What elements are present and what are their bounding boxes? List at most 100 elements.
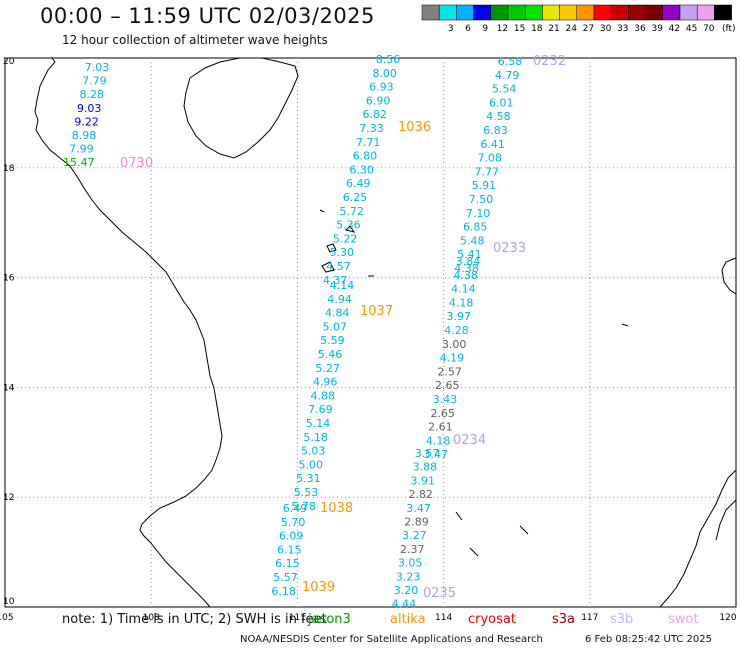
swh-value: 6.01 xyxy=(489,96,514,109)
swh-value: 5.31 xyxy=(296,472,321,485)
legend-swatch xyxy=(559,4,578,21)
swh-value: 2.65 xyxy=(435,379,460,392)
swh-value: 5.36 xyxy=(336,219,361,232)
pass-time-label: 1037 xyxy=(360,304,393,319)
swh-value: 6.09 xyxy=(279,530,304,543)
swh-value: 4.57 xyxy=(326,260,351,273)
swh-value: 3.05 xyxy=(398,557,423,570)
coastline xyxy=(34,57,737,608)
legend-label: 15 xyxy=(514,24,525,34)
swh-value: 6.49 xyxy=(346,177,371,190)
satellite-jason3: jason3 xyxy=(308,612,351,627)
swh-value: 6.82 xyxy=(363,108,388,121)
satellite-s3a: s3a xyxy=(552,612,576,627)
color-legend: 3 6 9 12 15 18 21 24 27 30 33 36 39 42 45 70 (ft) xyxy=(421,4,736,34)
legend-swatch xyxy=(662,4,681,21)
swh-value: 2.82 xyxy=(408,488,433,501)
pass-time-label: 1038 xyxy=(320,501,353,516)
swh-value: 5.41 xyxy=(457,248,482,261)
swh-value: 7.71 xyxy=(356,136,381,149)
swh-value: 5.59 xyxy=(320,334,345,347)
legend-label: 21 xyxy=(548,24,559,34)
legend-label: 12 xyxy=(497,24,508,34)
swh-value: 3.84 xyxy=(456,255,481,268)
track-0235: 0235 xyxy=(423,586,456,601)
legend-unit: (ft) xyxy=(722,24,736,34)
track-0233: 3.844.384.144.183.974.283.004.192.572.65… xyxy=(424,241,527,461)
map-frame xyxy=(4,57,737,608)
swh-value: 6.85 xyxy=(463,221,488,234)
legend-swatch xyxy=(456,4,474,21)
swh-value: 3.91 xyxy=(411,474,436,487)
swh-value: 4.96 xyxy=(313,376,338,389)
lat-tick-label: 16 xyxy=(3,274,15,284)
pass-time-label: 1036 xyxy=(398,120,431,135)
swh-value: 3.88 xyxy=(413,461,438,474)
swh-value: 6.58 xyxy=(498,55,523,68)
pass-time-label: 0730 xyxy=(120,156,153,171)
legend-swatch xyxy=(473,4,492,21)
pass-time-label: 0234 xyxy=(453,433,486,448)
swh-value: 4.44 xyxy=(392,598,417,611)
lat-tick-label: 18 xyxy=(3,164,15,174)
swh-value: 5.07 xyxy=(323,320,348,333)
swh-value: 5.48 xyxy=(460,234,485,247)
swh-value: 7.10 xyxy=(466,207,491,220)
lon-tick-label: 117 xyxy=(581,613,598,623)
legend-swatch xyxy=(542,4,560,21)
lat-tick-label: 14 xyxy=(3,383,15,393)
swh-value: 2.65 xyxy=(430,407,455,420)
pass-time-label: 1039 xyxy=(302,580,335,595)
swh-value: 5.30 xyxy=(330,246,355,259)
map-subtitle: 12 hour collection of altimeter wave hei… xyxy=(62,33,328,47)
lon-tick-label: 111 xyxy=(289,613,306,623)
swh-value: 3.47 xyxy=(406,502,431,515)
swh-value: 5.22 xyxy=(333,232,358,245)
swh-value: 7.69 xyxy=(308,403,333,416)
swh-value: 4.88 xyxy=(311,389,336,402)
swh-value: 4.79 xyxy=(495,69,520,82)
swh-value: 5.70 xyxy=(281,516,306,529)
swh-value: 3.43 xyxy=(433,393,458,406)
legend-swatch xyxy=(610,4,629,21)
pass-time-label: 0233 xyxy=(493,241,526,256)
swh-value: 7.33 xyxy=(359,122,384,135)
swh-value: 5.00 xyxy=(299,458,324,471)
legend-label: 70 xyxy=(703,24,715,34)
swh-value: 15.47 xyxy=(63,156,95,169)
swh-value: 5.78 xyxy=(291,500,316,513)
swh-value: 6.93 xyxy=(369,81,394,94)
swh-value: 4.38 xyxy=(453,269,478,282)
swh-value: 6.30 xyxy=(349,163,374,176)
swh-value: 5.53 xyxy=(294,486,319,499)
swh-value: 2.61 xyxy=(428,421,453,434)
swh-value: 3.57 xyxy=(415,447,440,460)
legend-swatch xyxy=(438,4,457,21)
swh-value: 2.37 xyxy=(400,543,425,556)
swh-value: 8.56 xyxy=(376,53,401,66)
swh-value: 8.00 xyxy=(372,67,397,80)
legend-swatch xyxy=(679,4,698,21)
pass-time-label: 0232 xyxy=(533,54,566,69)
legend-label: 3 xyxy=(448,24,454,34)
lon-tick-label: 105 xyxy=(0,613,14,623)
swh-value: 6.49 xyxy=(283,502,308,515)
swh-value: 4.19 xyxy=(440,352,465,365)
swh-value: 7.03 xyxy=(85,61,110,74)
swh-value: 7.99 xyxy=(69,143,94,156)
swh-value: 5.03 xyxy=(301,445,326,458)
track-1039: 1039 xyxy=(302,580,335,595)
swh-value: 5.14 xyxy=(306,417,331,430)
swh-value: 9.03 xyxy=(77,102,102,115)
track-0234: 3.573.883.912.823.472.893.272.373.053.23… xyxy=(392,433,486,611)
legend-label: 24 xyxy=(565,24,577,34)
swh-value: 2.57 xyxy=(437,365,462,378)
swh-value: 6.18 xyxy=(271,585,296,598)
swh-value: 5.46 xyxy=(318,348,343,361)
legend-label: 27 xyxy=(583,24,594,34)
swh-value: 8.98 xyxy=(72,129,97,142)
satellite-swot: swot xyxy=(668,612,699,627)
